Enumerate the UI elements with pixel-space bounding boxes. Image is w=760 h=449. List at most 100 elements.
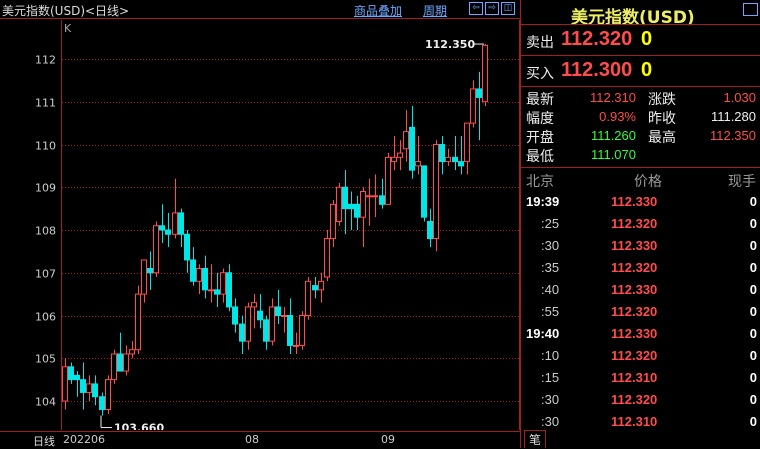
candle-body	[123, 353, 129, 372]
candlestick-chart[interactable]: 104 105 106 107 108 109 110 111 112 112.350 103.66…	[0, 20, 520, 430]
stat-value: 111.070	[590, 147, 636, 162]
tab-trades[interactable]: 笔	[524, 430, 546, 448]
candle-body	[147, 267, 153, 274]
tick-price: 112.320	[611, 260, 658, 275]
candle-body	[336, 186, 342, 222]
panel-toggle-icon[interactable]: ◫	[501, 2, 515, 15]
tick-row: 19:39 112.330 0	[521, 190, 760, 212]
candle-body	[105, 379, 111, 411]
x-axis-bar	[0, 431, 520, 448]
y-tick-label: 108	[35, 225, 56, 238]
sell-price: 112.320	[561, 28, 633, 50]
stat-value: 111.280	[710, 109, 756, 124]
candle-body	[220, 272, 226, 295]
tick-price: 112.320	[611, 348, 658, 363]
candle-body	[208, 289, 214, 292]
buy-volume: 0	[641, 59, 653, 81]
y-tick-label: 112	[35, 54, 56, 67]
candle-body	[135, 293, 141, 351]
tick-price: 112.320	[611, 392, 658, 407]
tick-time: :40	[541, 282, 560, 297]
candle-body	[251, 302, 257, 308]
candle-body	[433, 144, 439, 240]
candle-body	[190, 259, 196, 282]
candle-body	[226, 272, 232, 308]
y-tick-label: 109	[35, 182, 56, 195]
candle-body	[92, 383, 98, 398]
candle-body	[99, 396, 105, 411]
stat-value: 112.310	[589, 90, 636, 105]
tick-volume: 0	[749, 216, 757, 231]
candle-body	[470, 88, 476, 124]
tick-time: :30	[541, 238, 560, 253]
tick-volume: 0	[749, 370, 757, 385]
tick-time: :30	[541, 414, 560, 429]
tick-volume: 0	[749, 238, 757, 253]
tick-row: :25 112.320 0	[521, 212, 760, 234]
candle-body	[415, 161, 421, 167]
tick-time: :15	[541, 370, 560, 385]
stat-value: 112.350	[709, 128, 756, 143]
chart-type-label: K	[64, 22, 72, 35]
candle-body	[312, 285, 318, 291]
low-annotation: 103.660	[114, 422, 164, 430]
buy-price: 112.300	[561, 59, 633, 81]
tick-row: :10 112.320 0	[521, 344, 760, 366]
x-label: 202206	[63, 433, 105, 446]
tick-row: :40 112.330 0	[521, 278, 760, 300]
tick-time: :55	[541, 304, 560, 319]
candle-body	[281, 315, 287, 317]
tick-row: :55 112.320 0	[521, 300, 760, 322]
candle-body	[324, 238, 330, 278]
candle-body	[452, 156, 458, 163]
overlay-link[interactable]: 商品叠加	[354, 4, 403, 18]
candle-body	[111, 353, 117, 381]
tick-price: 112.330	[611, 282, 658, 297]
candle-body	[263, 319, 269, 342]
candle-body	[439, 144, 445, 163]
tick-volume: 0	[749, 304, 757, 319]
tick-time: 19:40	[526, 326, 560, 341]
period-link[interactable]: 周期	[423, 4, 448, 18]
tick-volume: 0	[749, 326, 757, 341]
tick-price: 112.330	[611, 194, 658, 209]
col-volume: 现手	[728, 174, 756, 190]
candle-body	[330, 203, 336, 240]
candle-body	[62, 366, 68, 402]
stat-value: 1.030	[723, 90, 756, 105]
tick-volume: 0	[749, 282, 757, 297]
candle-body	[482, 44, 488, 103]
tick-row: :15 112.310 0	[521, 366, 760, 388]
quote-panel: 美元指数(USD) 卖出 112.320 0 买入 112.300 0 最新 11…	[520, 0, 760, 448]
tick-row: :30 112.330 0	[521, 234, 760, 256]
candle-body	[257, 310, 263, 321]
right-arrow-icon[interactable]: ⇨	[485, 2, 499, 15]
maximize-icon[interactable]	[743, 3, 758, 16]
sell-label: 卖出	[526, 35, 554, 51]
y-tick-label: 104	[35, 396, 56, 409]
candle-body	[293, 344, 299, 347]
y-tick-label: 105	[35, 353, 56, 366]
chart-title: 美元指数(USD)<日线>	[2, 4, 130, 18]
candle-body	[287, 315, 293, 346]
tick-price: 112.330	[611, 238, 658, 253]
tick-time: :30	[541, 392, 560, 407]
left-arrow-icon[interactable]: ⇦	[469, 2, 483, 15]
candle-body	[421, 165, 427, 218]
candle-body	[458, 161, 464, 167]
y-tick-label: 106	[35, 311, 56, 324]
high-annotation: 112.350	[425, 38, 475, 51]
stat-label: 涨跌	[648, 92, 676, 108]
candle-body	[476, 88, 482, 98]
quote-title: 美元指数(USD)	[571, 8, 695, 28]
tick-time: 19:39	[526, 194, 560, 209]
candle-body	[117, 353, 123, 372]
stat-value: 0.93%	[599, 109, 636, 124]
stat-label: 最低	[526, 149, 554, 165]
tick-time: :35	[541, 260, 560, 275]
candle-body	[86, 383, 92, 393]
tick-price: 112.310	[611, 414, 658, 429]
candle-body	[214, 289, 220, 295]
candle-body	[269, 306, 275, 342]
tick-volume: 0	[749, 194, 757, 209]
